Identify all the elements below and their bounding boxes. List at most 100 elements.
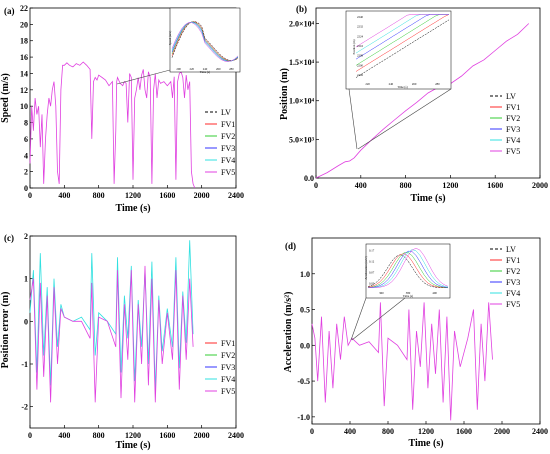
x-tick-label: 1200: [418, 427, 434, 436]
panel-b: (b) 0.0 5.0×10³ 1.0×10⁴ 1.5×10⁴ 2.0×10⁴ 0 400 8…: [279, 4, 548, 204]
x-tick-label: 2400: [228, 431, 244, 440]
legend-label-fv5: FV5: [506, 300, 520, 309]
inset-y-tick-label: 0.07: [369, 271, 375, 275]
inset-y-tick-label: 0.12: [369, 260, 375, 264]
inset-x-tick-label: 380: [406, 291, 411, 295]
x-tick-label: 1600: [159, 431, 175, 440]
legend-label-fv3: FV3: [221, 144, 235, 153]
y-tick-label: 4: [24, 151, 28, 160]
inset-series-line: [367, 250, 449, 288]
inset-plot: 360 380 400 0.17 0.12 0.07 0.02 Time (s) Acceler…: [350, 243, 451, 341]
x-tick-label: 2000: [494, 427, 510, 436]
inset-x-tick-label: 280: [435, 82, 440, 86]
inset-frame: [345, 10, 452, 90]
legend-label-lv: LV: [221, 108, 231, 117]
x-axis-title: Time (s): [408, 438, 443, 449]
legend-label-fv4: FV4: [221, 375, 235, 384]
y-tick-label: 0.0: [304, 174, 314, 183]
inset-x-tick-label: 400: [432, 291, 437, 295]
x-tick-label: 1200: [125, 431, 141, 440]
legend-label-fv2: FV2: [221, 351, 235, 360]
x-axis-title: Time (s): [115, 440, 150, 451]
inset-y-tick-label: 0.17: [369, 249, 375, 253]
y-tick-label: 14: [20, 69, 28, 78]
x-tick-label: 1200: [442, 181, 458, 190]
x-tick-label: 400: [58, 191, 70, 200]
x-tick-label: 2400: [228, 191, 244, 200]
legend-label-fv5: FV5: [221, 168, 235, 177]
x-tick-label: 800: [93, 431, 105, 440]
legend-label-fv5: FV5: [221, 387, 235, 396]
y-tick-label: -0.5: [297, 377, 310, 386]
legend-label-fv4: FV4: [221, 156, 235, 165]
inset-series-line: [367, 254, 449, 289]
inset-x-tick-label: 260: [216, 67, 221, 71]
series-line-fv5: [29, 265, 194, 403]
x-tick-label: 2000: [194, 191, 210, 200]
series-line-fv4: [29, 240, 194, 390]
inset-y-tick-label: 2224: [357, 34, 364, 38]
inset-series-line: [355, 19, 450, 78]
legend-label-fv3: FV3: [506, 125, 520, 134]
inset-x-tick-label: 200: [176, 67, 181, 71]
y-tick-label: 12: [20, 86, 28, 95]
inset-x-tick-label: 240: [389, 82, 394, 86]
inset-y-tick-label: 2232: [357, 25, 364, 29]
x-tick-label: 400: [58, 431, 70, 440]
x-tick-label: 1600: [487, 181, 503, 190]
inset-x-tick-label: 280: [229, 67, 234, 71]
legend-label-fv5: FV5: [506, 147, 520, 156]
x-tick-label: 400: [355, 181, 367, 190]
panel-c: (c) -2 -1 0 1 2 0 400 800 1200 1600 2000 2400 Time …: [0, 232, 244, 451]
zoom-connector: [351, 297, 406, 341]
panel-label: (b): [296, 4, 307, 14]
y-tick-label: 0.0: [300, 341, 310, 350]
legend-label-fv4: FV4: [506, 136, 520, 145]
legend-label-fv2: FV2: [221, 132, 235, 141]
y-tick-label: 0: [24, 317, 28, 326]
inset-series-line: [171, 21, 239, 62]
legend-label-lv: LV: [506, 245, 516, 254]
y-tick-label: 16: [20, 53, 28, 62]
plot-frame: [315, 7, 541, 179]
inset-series-line: [171, 21, 239, 62]
y-axis-title: Position (m): [279, 68, 290, 120]
y-tick-label: -1.0: [297, 413, 310, 422]
x-tick-label: 0: [28, 191, 32, 200]
legend-label-fv4: FV4: [506, 289, 520, 298]
y-tick-label: 2: [24, 168, 28, 177]
inset-x-tick-label: 240: [203, 67, 208, 71]
inset-series-line: [355, 14, 449, 66]
panel-label: (a): [4, 6, 15, 16]
inset-frame: [365, 243, 451, 299]
x-tick-label: 800: [400, 181, 412, 190]
x-tick-label: 2000: [194, 431, 210, 440]
inset-series-line: [367, 247, 449, 289]
y-tick-label: 0: [24, 184, 28, 193]
y-tick-label: 20: [20, 20, 28, 29]
inset-x-tick-label: 220: [365, 82, 370, 86]
x-tick-label: 2000: [532, 181, 548, 190]
y-tick-label: 6: [24, 135, 28, 144]
legend-label-fv2: FV2: [506, 114, 520, 123]
inset-series-line: [355, 14, 450, 72]
inset-plot: 200 220 240 260 280 Time (s) Speed (m/s): [116, 7, 241, 85]
x-tick-label: 0: [314, 181, 318, 190]
inset-y-tick-label: 2192: [357, 73, 364, 77]
legend-label-fv2: FV2: [506, 267, 520, 276]
inset-plot: 220 240 260 280 2240 2232 2224 2216 2208 2200 2192…: [345, 10, 452, 150]
inset-x-axis-title: Time (s): [397, 85, 407, 89]
inset-series-line: [171, 22, 239, 62]
y-tick-label: 22: [20, 4, 28, 13]
x-tick-label: 800: [93, 191, 105, 200]
y-tick-label: 1.5×10⁴: [289, 58, 315, 67]
y-tick-label: -1: [21, 360, 28, 369]
inset-y-axis-title: Position (m): [352, 40, 356, 55]
legend-label-fv1: FV1: [221, 120, 235, 129]
x-tick-label: 0: [28, 431, 32, 440]
inset-x-axis-title: Time (s): [200, 70, 210, 74]
legend-label-lv: LV: [506, 92, 516, 101]
y-tick-label: 1.0: [300, 270, 310, 279]
x-tick-label: 1600: [456, 427, 472, 436]
